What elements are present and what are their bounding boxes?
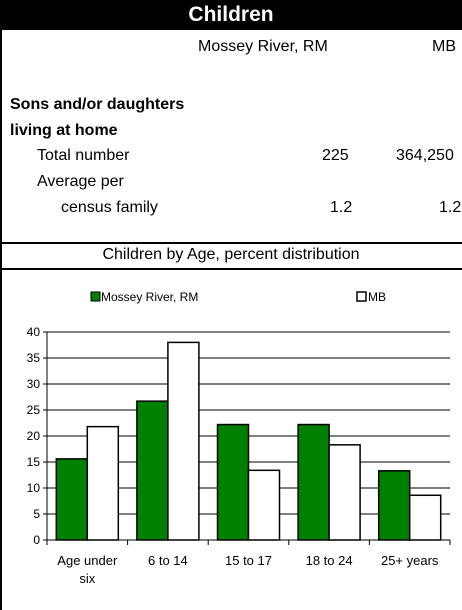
y-tick-label: 30 <box>27 377 41 391</box>
x-tick-label: 6 to 14 <box>148 553 188 568</box>
y-tick-label: 35 <box>27 351 41 365</box>
chart-title: Children by Age, percent distribution <box>102 246 360 263</box>
bar-province <box>328 444 361 541</box>
page-title: Children <box>0 0 462 30</box>
legend-swatch-series-1 <box>90 291 101 302</box>
row-total-number-province-value: 364,250 <box>396 147 454 164</box>
bar-area <box>377 470 411 541</box>
bar-province <box>167 341 200 541</box>
divider-bottom <box>0 268 462 270</box>
y-tick-label: 15 <box>27 455 41 469</box>
y-tick-label: 5 <box>33 507 40 521</box>
legend-label-series-1: Mossey River, RM <box>101 290 198 304</box>
x-tick-label: 15 to 17 <box>225 553 272 568</box>
bar-province <box>408 494 442 541</box>
section-heading-line2: living at home <box>10 122 118 139</box>
chart-legend: Mossey River, RM MB <box>90 290 386 304</box>
y-tick-label: 40 <box>27 325 41 339</box>
section-heading-line1: Sons and/or daughters <box>10 96 185 113</box>
row-average-area-value: 1.2 <box>330 199 353 216</box>
bar-chart: Mossey River, RM MB 0 5 10 15 20 25 30 35 40 Age … <box>27 290 451 586</box>
bar-province <box>86 425 120 541</box>
bar-area <box>136 400 169 541</box>
legend-swatch-series-2 <box>356 291 367 302</box>
x-tick-label: 18 to 24 <box>306 553 353 568</box>
row-average-label-line1: Average per <box>37 173 124 190</box>
y-tick-label: 0 <box>33 533 40 547</box>
y-tick-label: 25 <box>27 403 41 417</box>
divider-top <box>0 242 462 244</box>
x-tick-label: 25+ years <box>381 553 439 568</box>
row-total-number-area-value: 225 <box>322 147 349 164</box>
x-tick-label: six <box>79 571 95 586</box>
legend-label-series-2: MB <box>368 290 386 304</box>
row-total-number-label: Total number <box>37 147 130 164</box>
row-average-label-line2: census family <box>61 199 158 216</box>
column-header-area: Mossey River, RM <box>198 38 328 55</box>
bar-area <box>216 423 250 541</box>
row-average-province-value: 1.2 <box>439 199 462 216</box>
y-tick-label: 20 <box>27 429 41 443</box>
y-tick-label: 10 <box>27 481 41 495</box>
bar-area <box>297 423 330 541</box>
x-tick-label: Age under <box>57 553 118 568</box>
bar-province <box>247 469 281 541</box>
column-header-province: MB <box>432 38 456 55</box>
bar-area <box>55 458 89 541</box>
